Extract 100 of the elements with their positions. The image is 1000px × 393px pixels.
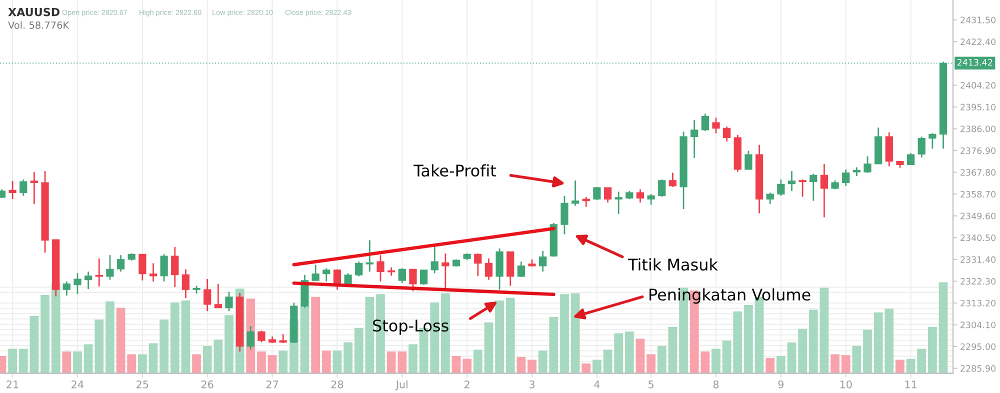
candlestick [593,186,601,201]
bar [268,355,277,374]
bar [148,343,158,374]
bar [181,300,190,374]
bar [170,302,180,374]
candlestick [74,272,82,295]
bar [462,358,472,374]
candlestick [658,178,666,198]
bar [776,356,786,374]
candlestick [8,180,16,200]
bar [506,298,515,374]
candlestick [788,170,796,192]
y-tick-label: 2404.20 [960,82,996,89]
annotation: Titik Masuk [628,258,718,271]
bar [8,348,17,374]
candlestick [918,136,926,158]
candlestick [322,268,330,282]
candlestick [636,188,644,204]
candlestick [333,268,342,290]
bar [582,363,591,374]
bar [636,338,645,374]
x-tick-label: 9 [778,380,784,388]
y-tick-label: 2304.10 [960,322,996,328]
candlestick [647,193,655,206]
candlestick [366,240,374,272]
y-tick-label: 2358.70 [960,190,996,198]
candlestick [138,253,146,282]
bar [592,360,602,374]
annotation: Stop-Loss [373,320,448,335]
bar [473,350,482,374]
x-tick-label: 21 [6,380,18,388]
candlestick [744,150,752,170]
x-tick-label: 24 [72,380,84,388]
bar [18,348,28,374]
candlestick [442,252,450,290]
candlestick [84,270,92,290]
bar [84,344,93,374]
bar [452,356,461,374]
y-tick-label: 2376.90 [960,147,996,154]
y-tick-label: 2431.50 [960,16,996,24]
bar [408,344,418,374]
bar [73,351,82,374]
bar [278,350,288,374]
bar [516,356,526,374]
y-tick-label: 2340.50 [960,234,996,242]
bar [668,326,678,374]
bar [484,322,494,374]
candlestick [690,119,698,159]
x-tick-label: 25 [136,380,148,388]
candlestick [225,291,233,312]
annotation: Take-Profit [414,164,496,177]
bar [798,328,808,374]
candlestick [798,178,806,198]
ref-line-label: 2413.42 [957,59,992,66]
candlestick [182,268,190,299]
candlestick [517,260,526,278]
annotation: Vol. 58.776K [8,21,70,29]
y-tick-label: 2313.20 [960,300,996,306]
y-tick-label: 2322.30 [960,278,996,285]
y-tick-label: 2386.00 [960,126,996,132]
candlestick [820,163,828,218]
candlestick [842,168,850,187]
candlestick [701,112,709,132]
candlestick [604,186,612,204]
bar [906,358,916,374]
candlestick [204,278,212,312]
bar [344,342,352,374]
candlestick [484,258,493,280]
candlestick [723,126,731,142]
candlestick [777,178,785,196]
candlestick [20,178,28,196]
annotation: Peningkatan Volume [650,288,810,304]
bar [257,351,266,374]
candlestick [95,258,103,288]
bar [106,301,114,374]
y-tick-label: 2331.40 [960,256,996,263]
x-tick-label: 11 [905,380,916,388]
text: XAUUSD [8,8,60,16]
candlestick [928,132,936,150]
bar [30,316,39,374]
bar [624,331,634,374]
bar [224,315,234,374]
bar [657,346,666,374]
candlestick [214,283,222,308]
bar [928,326,937,374]
bar [116,308,126,374]
bar [896,360,904,374]
bar [852,346,862,374]
candlestick [906,152,915,166]
bar [40,295,50,374]
x-tick-label: 2 [464,380,470,388]
x-tick-label: Jul [395,380,408,390]
bar [528,360,536,374]
bar [863,330,872,374]
bar [712,348,720,374]
bar [841,355,850,374]
candlestick [420,269,428,286]
candlestick [62,280,70,296]
candlestick [614,191,622,215]
candlestick [116,254,125,272]
